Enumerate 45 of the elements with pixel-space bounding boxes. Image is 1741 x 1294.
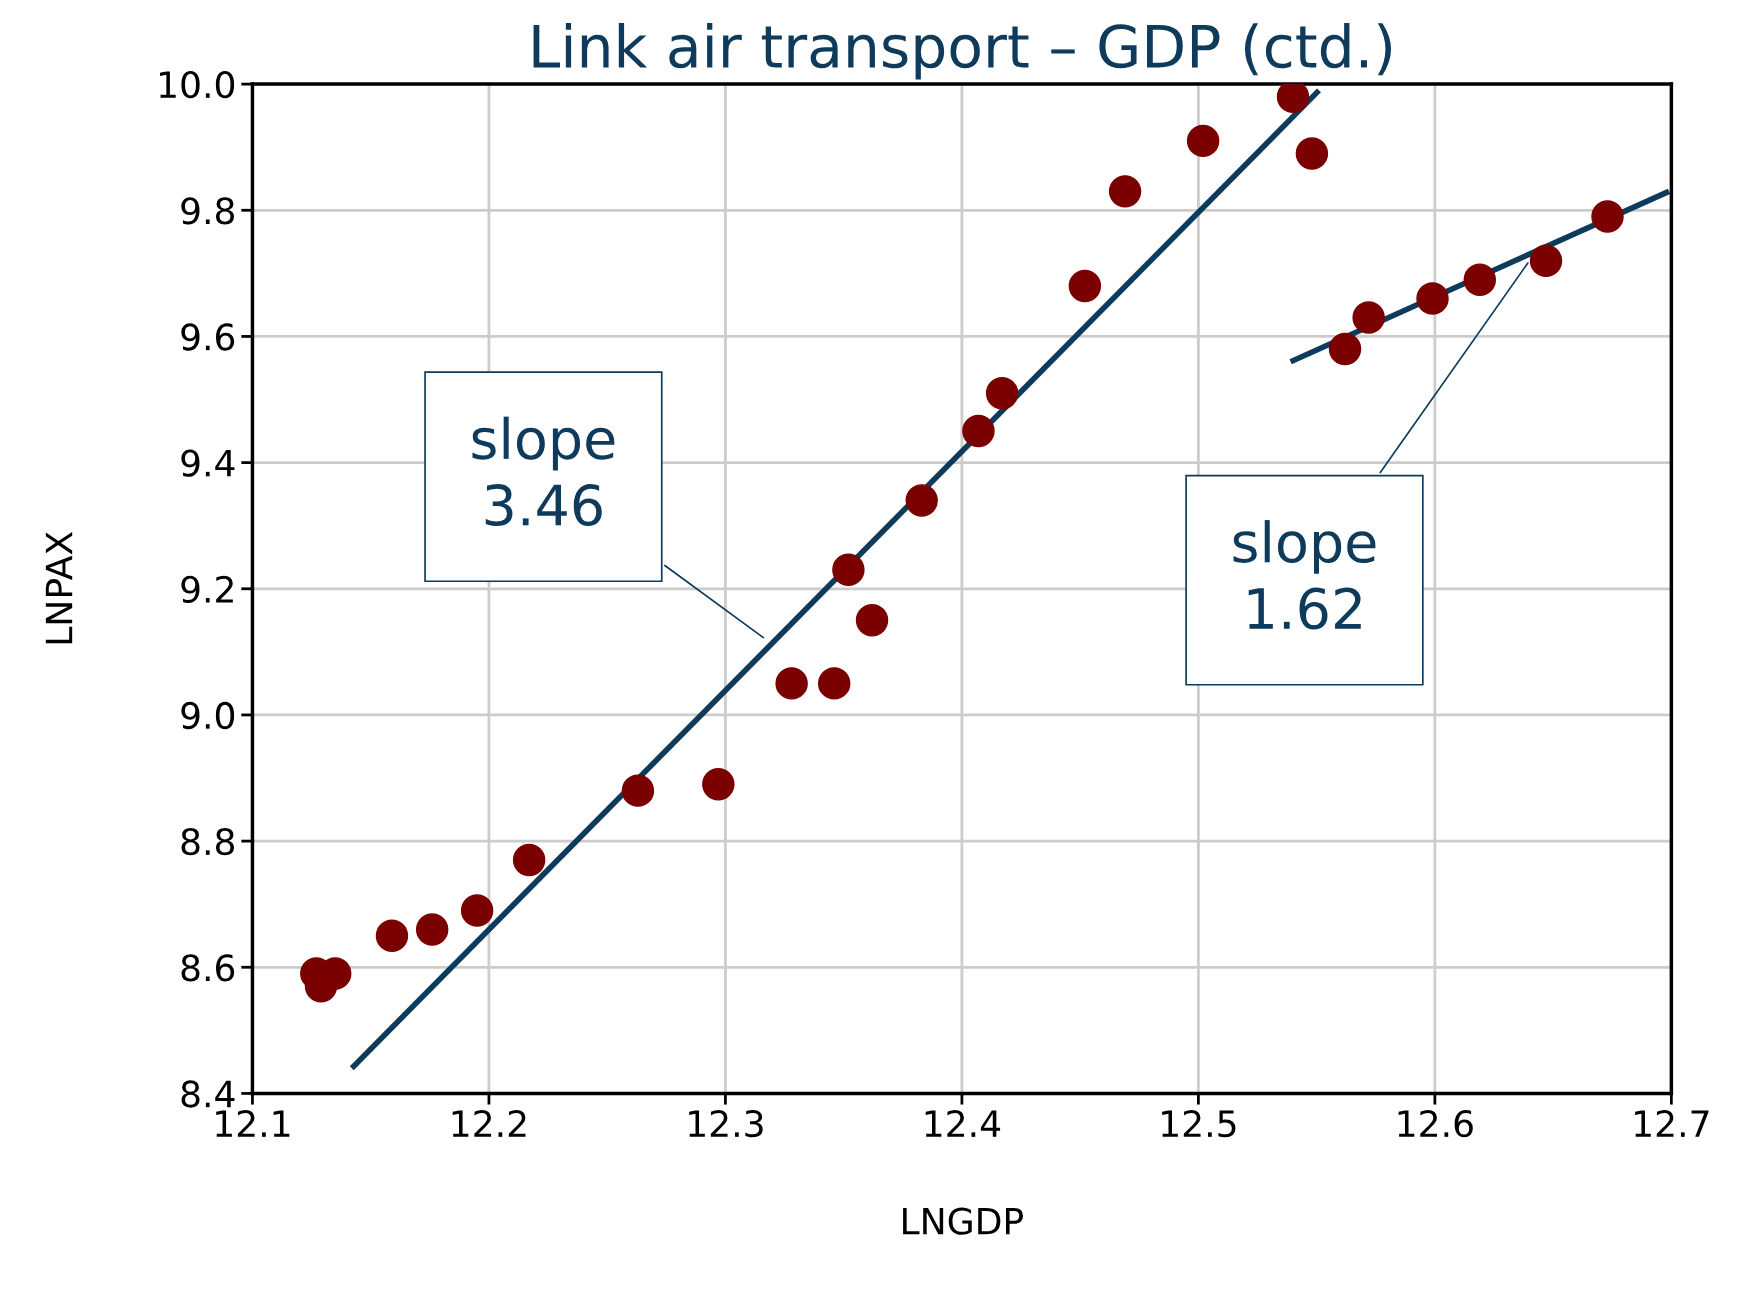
point bbox=[1352, 301, 1385, 334]
point bbox=[855, 604, 889, 637]
point bbox=[702, 768, 735, 801]
annotation: slope 1.62 bbox=[1233, 520, 1376, 630]
point bbox=[375, 919, 409, 952]
point bbox=[1186, 124, 1220, 158]
x-tick-label: 12.6 bbox=[1398, 1110, 1473, 1138]
point bbox=[512, 843, 546, 877]
y-tick-label: 9.6 bbox=[181, 323, 235, 351]
point bbox=[460, 894, 494, 927]
y-tick-label: 9.2 bbox=[181, 575, 233, 603]
point bbox=[905, 484, 938, 517]
point bbox=[1295, 137, 1329, 170]
x-tick-label: 12.1 bbox=[216, 1110, 290, 1137]
point bbox=[962, 414, 995, 448]
point bbox=[1108, 175, 1142, 208]
annotation: slope 3.46 bbox=[472, 416, 615, 527]
y-tick-label: 9.8 bbox=[181, 197, 234, 225]
y-tick-label: 8.4 bbox=[181, 1080, 235, 1108]
point bbox=[817, 667, 851, 700]
point bbox=[832, 553, 865, 587]
point bbox=[1276, 84, 1310, 113]
chart-title: Link air transport – GDP (ctd.) bbox=[533, 23, 1391, 80]
point bbox=[985, 376, 1019, 410]
point bbox=[621, 774, 655, 807]
y-tick-label: 8.6 bbox=[181, 954, 235, 982]
point bbox=[1591, 200, 1624, 233]
x-tick-label: 12.3 bbox=[689, 1110, 763, 1138]
point bbox=[1529, 244, 1563, 277]
point bbox=[415, 913, 449, 946]
y-axis-title: LNPAX bbox=[45, 531, 73, 644]
y-tick-label: 8.8 bbox=[181, 828, 234, 856]
x-axis-title: LNGDP bbox=[903, 1207, 1024, 1235]
x-tick-label: 12.2 bbox=[452, 1110, 526, 1137]
x-tick-label: 12.4 bbox=[925, 1110, 1001, 1137]
y-tick-label: 10.0 bbox=[160, 71, 235, 99]
y-tick-label: 9.0 bbox=[181, 701, 235, 730]
x-tick-label: 12.5 bbox=[1162, 1110, 1236, 1138]
point bbox=[1328, 332, 1362, 366]
point bbox=[1068, 269, 1102, 303]
point bbox=[1463, 263, 1497, 296]
x-tick-label: 12.7 bbox=[1635, 1110, 1709, 1137]
point bbox=[775, 667, 808, 700]
point bbox=[1416, 282, 1449, 315]
y-tick-label: 9.4 bbox=[181, 449, 235, 477]
